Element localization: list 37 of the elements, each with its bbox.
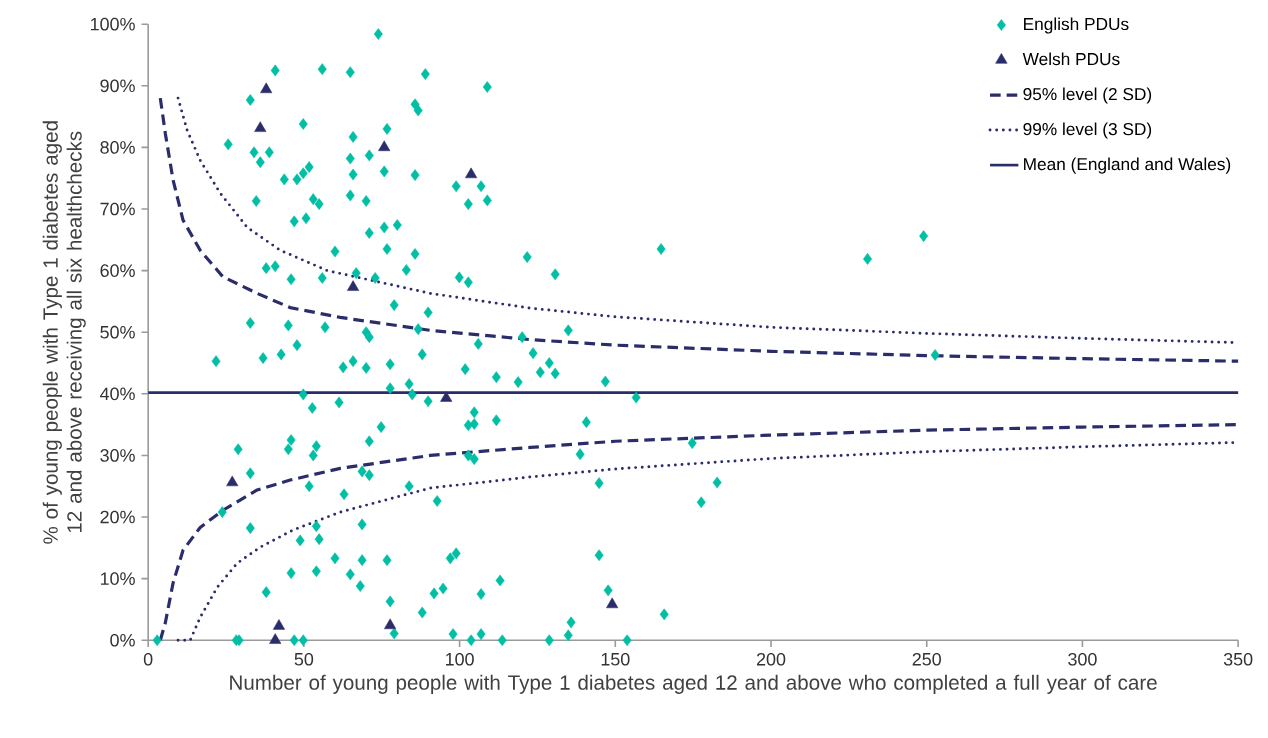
legend-label: 99% level (3 SD) [1023,122,1152,139]
point [465,167,478,179]
x-tick-label: 100 [446,652,474,666]
point [606,597,619,609]
x-tick-label: 0 [143,652,153,666]
point [226,475,239,487]
y-tick-label: 20% [100,510,135,524]
legend-label: Mean (England and Wales) [1024,157,1231,174]
y-tick-label: 30% [100,449,135,462]
legend-label: Welsh PDUs [1022,52,1120,66]
point [260,82,273,94]
point [269,633,282,644]
point [347,280,360,291]
y-tick-label: 90% [100,79,135,93]
point [384,618,397,629]
y-tick-label: 50% [100,325,135,339]
point [254,121,267,132]
y-tick-label: 60% [100,264,135,277]
point [272,619,285,630]
y-tick-label: 80% [100,140,135,154]
x-tick-label: 50 [294,652,314,666]
x-tick-label: 350 [1223,652,1253,666]
y-tick-label: 40% [100,387,135,401]
x-tick-label: 250 [912,652,941,666]
y-tick-label: 100% [91,17,135,31]
point [378,140,391,151]
x-tick-label: 150 [601,652,630,666]
y-tick-label: 10% [100,572,135,585]
point [440,391,453,402]
legend-label: English PDUs [1024,17,1129,34]
x-tick-label: 300 [1068,652,1097,666]
x-axis-title: Number of young people with Type 1 diabetes aged 12 and above who completed a full year of care [230,674,1157,694]
legend-label: 95% level (2 SD) [1023,87,1152,104]
y-axis-title: % of young people with Type 1 diabetes aged 12 and above receiving all six healthchecks [42,121,86,544]
y-tick-label: 70% [100,202,135,216]
x-tick-label: 200 [756,652,786,666]
y-tick-label: 0% [110,633,135,647]
